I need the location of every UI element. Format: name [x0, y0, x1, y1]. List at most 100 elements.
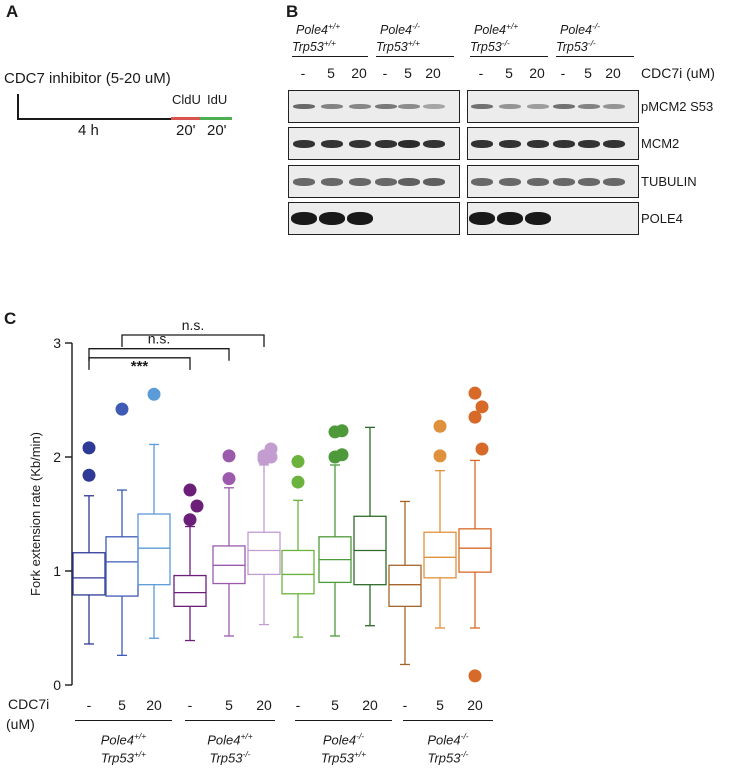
x-group-label-trp53-allele: -/- — [242, 749, 251, 759]
blot-band — [349, 139, 371, 148]
blot-protein-label: pMCM2 S53 — [641, 99, 714, 114]
blot-genotype-pole4-allele: -/- — [591, 21, 601, 31]
blot-image — [467, 165, 639, 198]
blot-image — [288, 90, 460, 123]
panel-a-letter: A — [6, 2, 19, 21]
box-outlier — [115, 402, 129, 416]
blot-genotype-pole4-allele: +/+ — [505, 21, 519, 31]
x-group-label-pole4-allele: +/+ — [133, 731, 147, 741]
x-group-underline — [75, 720, 172, 721]
blot-band — [527, 177, 549, 186]
x-group-label-pole4-gene: Pole4 — [322, 732, 357, 748]
significance-bracket — [121, 334, 265, 348]
lane-label: 5 — [404, 65, 412, 81]
blot-band — [578, 139, 600, 148]
blot-genotype-underline — [376, 56, 454, 57]
x-group-underline — [295, 720, 392, 721]
x-group-label-trp53-gene: Trp53 — [100, 750, 134, 766]
blot-genotype-pole4: Pole4+/+ — [474, 19, 518, 38]
timeline-idu — [200, 117, 232, 120]
blot-protein-label: POLE4 — [641, 211, 683, 226]
blot-band — [398, 104, 420, 109]
blot-band — [423, 104, 445, 109]
x-tick-label: - — [187, 697, 193, 713]
blot-genotype-trp53: Trp53-/- — [470, 36, 510, 55]
blot-genotype-pole4: Pole4-/- — [380, 19, 420, 38]
blot-genotype-trp53-gene: Trp53 — [292, 40, 324, 55]
blot-band — [349, 104, 371, 109]
significance-label: *** — [131, 358, 149, 375]
duration-label: 4 h — [78, 122, 99, 139]
x-tick-label: 5 — [225, 697, 233, 713]
blot-genotype-trp53: Trp53-/- — [556, 36, 596, 55]
blot-genotype-trp53-allele: +/+ — [323, 38, 337, 48]
y-axis-title: Fork extension rate (Kb/min) — [28, 432, 43, 596]
box-iqr — [388, 564, 422, 607]
blot-genotype-underline — [470, 56, 548, 57]
blot-band — [375, 177, 397, 186]
box-outlier — [264, 442, 278, 456]
blot-genotype-pole4-gene: Pole4 — [296, 23, 328, 38]
box-outlier — [335, 424, 349, 438]
box-outlier — [291, 475, 305, 489]
x-group-label-pole4-gene: Pole4 — [427, 732, 461, 748]
blot-band — [603, 104, 625, 109]
blot-band — [398, 177, 420, 186]
x-tick-label: - — [86, 697, 92, 713]
blot-genotype-trp53-allele: -/- — [501, 38, 510, 48]
blot-image — [288, 127, 460, 160]
x-group-label-trp53-gene: Trp53 — [209, 750, 243, 766]
blot-genotype-underline — [292, 56, 368, 57]
x-group-underline — [185, 720, 275, 721]
box-outlier — [468, 410, 482, 424]
blot-band — [398, 139, 420, 148]
timeline-cldu — [171, 117, 200, 120]
x-tick-label: 20 — [256, 697, 272, 713]
blot-band — [375, 104, 397, 109]
x-tick-label: 20 — [467, 697, 483, 713]
blot-band — [293, 139, 315, 148]
box-outlier — [82, 441, 96, 455]
x-group-label-trp53-allele: +/+ — [133, 749, 147, 759]
blot-image — [288, 165, 460, 198]
blot-band — [603, 139, 625, 148]
y-tick-label: 1 — [53, 563, 61, 579]
x-group-label-pole4: Pole4+/+ — [170, 728, 290, 748]
blot-image — [288, 202, 460, 235]
blot-genotype-trp53-allele: +/+ — [407, 38, 421, 48]
x-row-label-uM: (uM) — [6, 716, 35, 732]
blot-genotype-trp53: Trp53+/+ — [292, 36, 336, 55]
blot-image — [467, 127, 639, 160]
box-outlier — [222, 449, 236, 463]
x-tick-label: 20 — [146, 697, 162, 713]
lane-label: - — [300, 65, 306, 81]
box-outlier — [433, 419, 447, 433]
lane-label: - — [560, 65, 566, 81]
x-group-label-trp53-gene: Trp53 — [427, 750, 461, 766]
box-iqr — [247, 531, 281, 576]
blot-band — [553, 177, 575, 186]
blot-band — [553, 104, 575, 109]
lane-label: - — [382, 65, 388, 81]
x-group-label-pole4-gene: Pole4 — [100, 732, 134, 748]
x-group-label-pole4: Pole4-/- — [284, 728, 404, 748]
x-group-label-trp53: Trp53+/+ — [64, 746, 184, 766]
significance-bracket — [88, 357, 191, 370]
significance-bracket — [88, 348, 230, 361]
box-outlier — [433, 449, 447, 463]
box-outlier — [222, 472, 236, 486]
x-tick-label: - — [295, 697, 301, 713]
blot-band — [469, 212, 495, 225]
x-group-label-trp53: Trp53-/- — [170, 746, 290, 766]
blot-genotype-trp53-gene: Trp53 — [470, 40, 502, 55]
fork-rate-chart: 0 1 2 3 Fork extension rate (Kb/min) *** n.s. n… — [28, 317, 492, 693]
blot-band — [375, 139, 397, 148]
blot-image — [467, 202, 639, 235]
box-iqr — [72, 552, 106, 596]
blot-band — [578, 104, 600, 109]
y-tick-label: 2 — [53, 449, 61, 465]
blot-genotype-underline — [556, 56, 634, 57]
lane-label: 20 — [351, 65, 367, 81]
panel-c-letter: C — [4, 309, 17, 328]
lane-label: 20 — [425, 65, 441, 81]
